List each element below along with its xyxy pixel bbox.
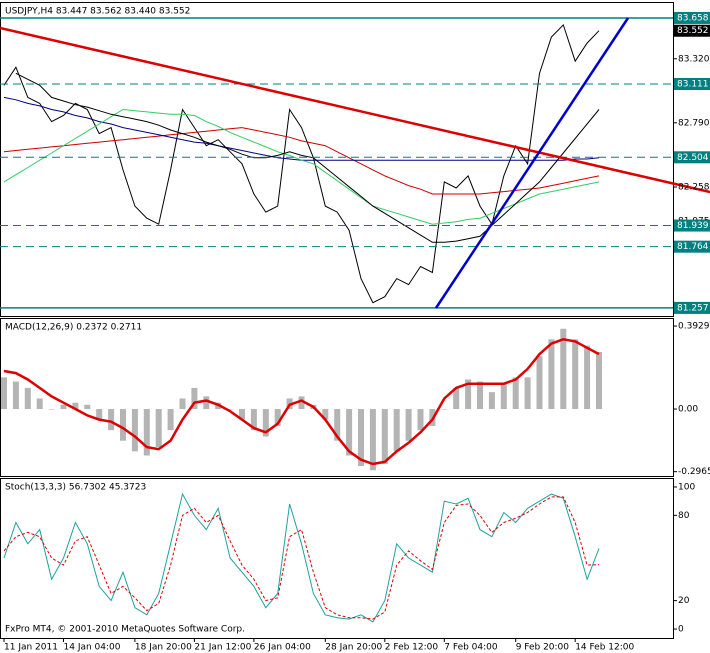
level-label-box [674,78,710,91]
level-label-box [674,11,710,24]
level-label: 81.257 [677,303,709,313]
y-tick-label: 82.790 [678,118,710,128]
y-tick-label: 20 [678,596,690,606]
histogram-bar [36,398,43,410]
series-line [3,496,600,620]
histogram-bar [453,387,460,410]
y-tick-label: 100 [678,482,695,492]
level-label: 81.939 [677,221,709,231]
histogram-bar [203,396,210,410]
histogram-bar [524,377,531,410]
histogram-bar [441,409,448,410]
histogram-bar [536,356,543,410]
x-tick-label: 21 Jan 12:00 [194,643,251,653]
panel-title: Stoch(13,3,3) 56.7302 45.3723 [5,483,146,493]
histogram-bar [465,379,472,410]
histogram-bar [167,409,174,431]
series-line [3,492,600,623]
x-tick-label: 28 Jan 20:00 [325,643,382,653]
histogram-bar [369,409,376,471]
histogram-bar [179,398,186,410]
x-tick-label: 2 Feb 12:00 [385,643,439,653]
plot-area [0,2,677,642]
histogram-bar [596,352,602,410]
histogram-bar [143,409,150,456]
histogram-bar [72,402,79,410]
last-price-box [674,24,710,37]
histogram-bar [250,409,257,431]
histogram-bar [512,377,519,410]
histogram-bar [1,377,7,410]
histogram-bar [12,381,19,410]
series-line [3,127,600,195]
labels: USDJPY,H4 83.447 83.562 83.440 83.552 83.… [4,7,710,653]
histogram-bar [84,404,91,410]
x-tick-label: 9 Feb 20:00 [516,643,570,653]
histogram-bar [393,409,400,452]
histogram-bar [96,409,103,420]
panel-frame [0,318,674,477]
level-label-box [674,151,710,164]
panel-title: USDJPY,H4 83.447 83.562 83.440 83.552 [5,7,190,17]
histogram-bar [572,339,579,410]
series-line [3,338,600,466]
histogram-bar [24,387,31,410]
histogram-bar [60,404,67,410]
histogram-bar [358,409,364,467]
histogram-bar [560,328,567,410]
x-tick-label: 14 Feb 12:00 [575,643,634,653]
histogram-bar [488,392,495,410]
y-tick-label: 83.320 [678,54,710,64]
panel-frame [0,2,674,317]
panel-title: MACD(12,26,9) 0.2372 0.2711 [5,323,142,333]
histogram-bar [548,339,555,410]
x-tick-label: 11 Jan 2011 [4,643,58,653]
histogram-bar [120,409,126,441]
panel-frame [0,478,674,639]
y-tick-label: 80 [678,511,690,521]
histogram-bar [334,409,341,441]
histogram-bar [477,381,483,410]
histogram-bar [405,409,412,441]
level-label: 82.504 [677,153,709,163]
y-tick-label: 0.00 [678,405,698,415]
x-tick-label: 7 Feb 04:00 [444,643,498,653]
trend-lines [0,17,710,309]
level-label-box [674,240,710,253]
y-tick-label: 0 [678,625,684,635]
histogram-bar [262,409,269,437]
trend-line [0,26,710,194]
level-label-box [674,301,710,314]
histogram-bar [48,409,55,410]
level-label: 83.658 [677,13,709,23]
x-tick-label: 14 Jan 04:00 [64,643,121,653]
level-label-box [674,219,710,232]
copyright: FxPro MT4, © 2001-2010 MetaQuotes Softwa… [5,625,245,635]
histogram-bar [155,409,162,448]
histogram-bar [239,409,245,420]
y-tick-label: 82.258 [678,183,710,193]
histogram-bar [381,409,388,464]
series-line [15,72,600,243]
histogram-bar [500,383,507,410]
y-tick-label: -0.2965 [678,467,710,477]
trend-line [434,17,630,309]
y-tick-label: 0.3929 [678,322,710,332]
histogram-bar [584,345,591,410]
level-label: 83.111 [677,80,709,90]
last-price-label: 83.552 [677,26,709,36]
histogram-bar [131,409,138,452]
histogram-bar [346,409,353,456]
histogram-bar [227,409,234,410]
x-tick-label: 18 Jan 20:00 [135,643,192,653]
histogram-bar [417,409,424,431]
level-label: 81.764 [677,242,709,252]
histogram-bar [274,409,281,426]
x-tick-label: 26 Jan 04:00 [254,643,311,653]
histogram-bar [191,387,198,410]
histogram-bar [322,409,329,420]
histogram-bar [298,396,305,410]
histogram-bar [108,409,115,431]
